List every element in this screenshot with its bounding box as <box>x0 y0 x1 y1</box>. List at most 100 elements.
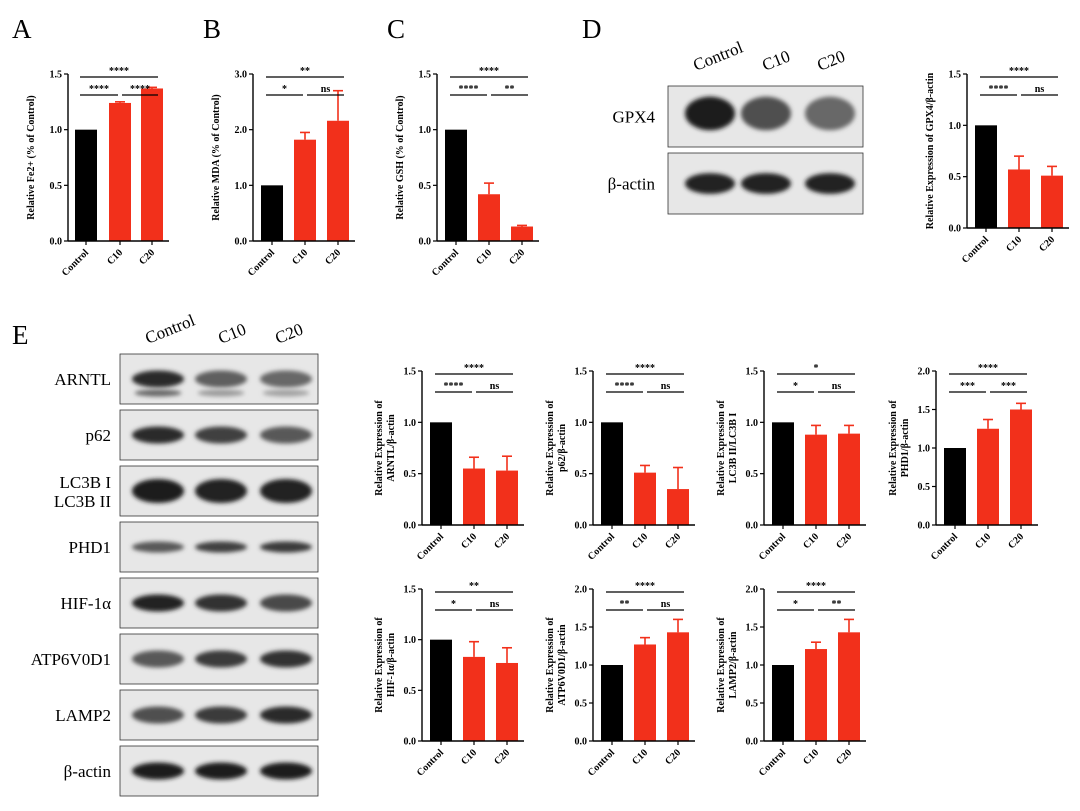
significance-label: * <box>793 599 798 610</box>
x-tick-label: C20 <box>1006 531 1026 551</box>
y-axis-label: Relative Fe2+ (% of Control) <box>26 95 37 219</box>
blot-band <box>132 650 184 668</box>
chart-e4: 0.0 0.5 1.0 1.5 2.0 Relative Expression ofPHD… <box>888 363 1038 563</box>
chart-b: 0.0 1.0 2.0 3.0 Relative MDA (% of Control) C… <box>211 66 355 279</box>
bar-c20 <box>496 470 518 525</box>
x-tick-label: Control <box>757 747 788 778</box>
bar-c20 <box>1041 175 1063 228</box>
significance-label: *** <box>1001 381 1016 392</box>
bar-c10 <box>463 468 485 525</box>
blot-band <box>132 594 184 612</box>
blot-band <box>260 479 312 503</box>
blot-label: ATP6V0D1 <box>31 650 111 669</box>
y-tick-label: 0.0 <box>404 737 417 748</box>
chart-e6: 0.0 0.5 1.0 1.5 2.0 Relative Expression ofATP… <box>545 581 695 779</box>
blot-band <box>132 370 184 388</box>
y-axis-label: Relative Expression ofp62/β-actin <box>545 400 568 496</box>
y-tick-label: 1.5 <box>419 70 432 81</box>
panel-letter-d: D <box>582 14 602 44</box>
significance-label: * <box>814 363 819 374</box>
y-axis-label: Relative Expression ofLC3B II/LC3B I <box>716 400 739 496</box>
blot-label: ARNTL <box>54 370 111 389</box>
x-tick-label: C20 <box>663 531 683 551</box>
x-tick-label: Control <box>60 247 91 278</box>
significance-label: ns <box>490 599 500 610</box>
bar-c10 <box>634 644 656 741</box>
chart-e7: 0.0 0.5 1.0 1.5 2.0 Relative Expression ofLAM… <box>716 581 866 779</box>
bar-c20 <box>667 489 689 525</box>
blot-label: LAMP2 <box>55 706 111 725</box>
y-tick-label: 0.0 <box>235 237 248 248</box>
blot-band <box>195 370 247 388</box>
y-tick-label: 1.0 <box>235 181 248 192</box>
x-tick-label: C20 <box>507 247 527 267</box>
y-tick-label: 2.0 <box>746 585 759 596</box>
blot-label: PHD1 <box>68 538 111 557</box>
bar-c20 <box>838 632 860 741</box>
significance-label: ns <box>832 381 842 392</box>
blot-band <box>132 762 184 780</box>
lane-label-c20: C20 <box>272 319 305 347</box>
bar-c10 <box>634 472 656 525</box>
y-tick-label: 0.5 <box>50 181 63 192</box>
y-tick-label: 1.5 <box>575 367 588 378</box>
blot-band <box>260 426 312 444</box>
significance-label: **** <box>989 84 1009 95</box>
significance-label: **** <box>978 363 998 374</box>
blot-band <box>260 594 312 612</box>
x-tick-label: C10 <box>973 531 993 551</box>
significance-label: **** <box>464 363 484 374</box>
blot-band <box>741 173 791 194</box>
significance-label: **** <box>130 84 150 95</box>
blot-band <box>132 426 184 444</box>
bar-control <box>430 639 452 741</box>
y-tick-label: 1.5 <box>746 623 759 634</box>
blot-band <box>260 706 312 724</box>
blot-band <box>132 706 184 724</box>
y-tick-label: 0.0 <box>404 521 417 532</box>
y-tick-label: 0.5 <box>419 181 432 192</box>
blot-band <box>260 541 312 553</box>
y-tick-label: 2.0 <box>575 585 588 596</box>
bar-control <box>445 129 467 241</box>
x-tick-label: C20 <box>663 747 683 767</box>
y-axis-label: Relative Expression ofPHD1/β-actin <box>888 400 911 496</box>
x-tick-label: C10 <box>459 747 479 767</box>
y-axis-label: Relative Expression ofHIF-1α/β-actin <box>374 617 397 713</box>
chart-a: 0.0 0.5 1.0 1.5 Relative Fe2+ (% of Control)… <box>26 66 169 279</box>
blot-row: ATP6V0D1 <box>31 633 319 685</box>
panel-letter-e: E <box>12 320 29 350</box>
western-blot-e: Control C10 C20 ARNTL p62 LC3B I LC3B II PHD1 HI… <box>31 311 319 797</box>
x-tick-label: C10 <box>1004 234 1024 254</box>
y-tick-label: 0.0 <box>746 737 759 748</box>
bar-control <box>430 422 452 525</box>
x-tick-label: C20 <box>492 747 512 767</box>
bar-c20 <box>667 632 689 741</box>
y-tick-label: 1.5 <box>404 367 417 378</box>
significance-label: ** <box>505 84 515 95</box>
significance-label: *** <box>960 381 975 392</box>
x-tick-label: Control <box>960 234 991 265</box>
y-tick-label: 1.0 <box>949 121 962 132</box>
lane-label-c10: C10 <box>215 319 248 347</box>
significance-label: **** <box>459 84 479 95</box>
y-tick-label: 1.5 <box>50 70 63 81</box>
y-tick-label: 1.5 <box>918 405 931 416</box>
blot-row: ARNTL <box>54 353 319 405</box>
y-tick-label: 0.0 <box>575 521 588 532</box>
blot-band <box>195 426 247 444</box>
significance-label: ns <box>1035 84 1045 95</box>
y-tick-label: 1.0 <box>746 418 759 429</box>
y-tick-label: 0.0 <box>575 737 588 748</box>
significance-label: ** <box>832 599 842 610</box>
bar-c20 <box>327 120 349 241</box>
panel-letter-b: B <box>203 14 221 44</box>
lane-label-control: Control <box>690 38 746 75</box>
blot-band <box>685 173 735 194</box>
x-tick-label: C20 <box>834 531 854 551</box>
bar-control <box>944 448 966 525</box>
x-tick-label: C10 <box>459 531 479 551</box>
y-tick-label: 1.0 <box>746 661 759 672</box>
bar-c20 <box>496 662 518 741</box>
y-axis-label: Relative GSH (% of Control) <box>395 95 406 219</box>
